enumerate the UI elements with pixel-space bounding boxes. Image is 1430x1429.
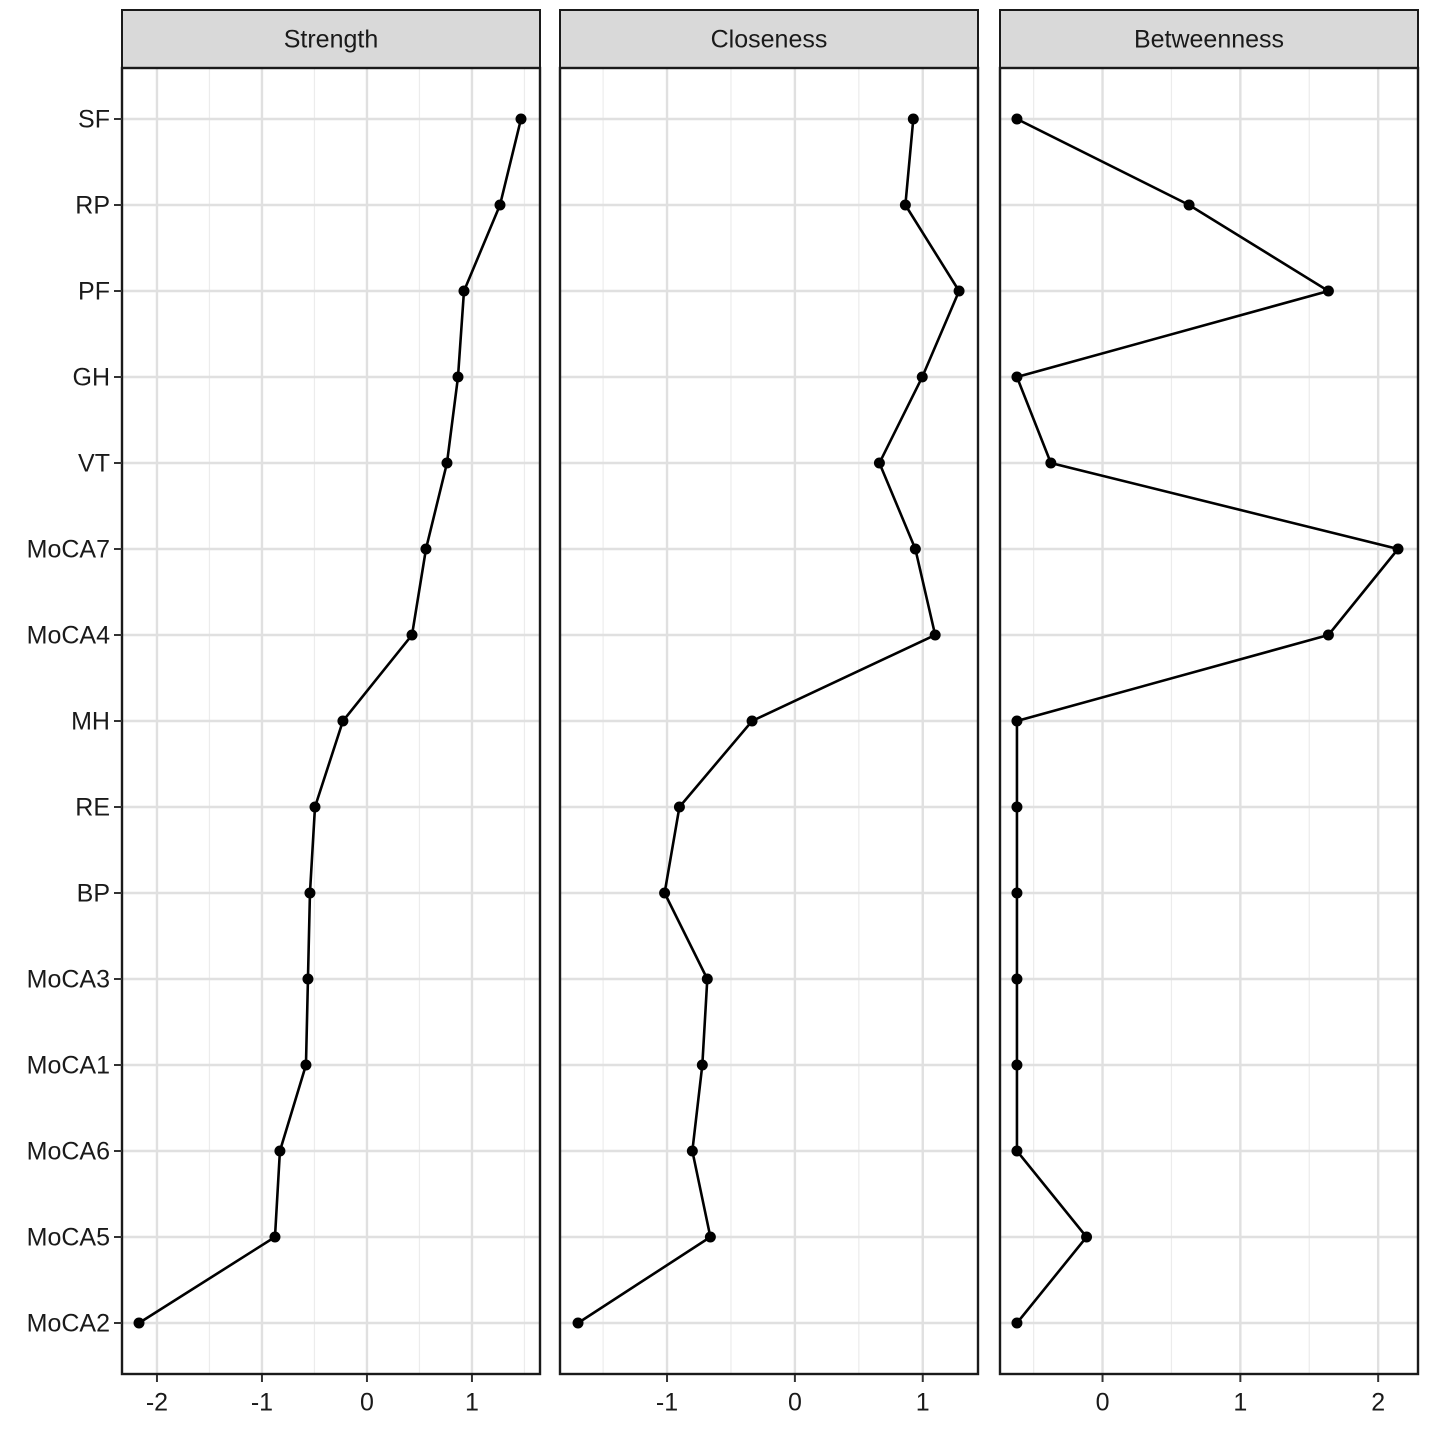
panel-title: Closeness (711, 26, 828, 54)
point (269, 1231, 281, 1243)
point (1011, 801, 1023, 813)
point (746, 715, 758, 727)
point (1392, 543, 1404, 555)
point (909, 543, 921, 555)
point (1322, 285, 1334, 297)
point (1011, 1145, 1023, 1157)
point (686, 1145, 698, 1157)
point (1011, 887, 1023, 899)
point (704, 1231, 716, 1243)
panel-title: Strength (284, 26, 379, 54)
point (441, 457, 453, 469)
panel-border (558, 66, 980, 1376)
strip (999, 9, 1419, 69)
y-tick-label: VT (78, 450, 110, 478)
y-tick-label: PF (78, 278, 110, 306)
point (572, 1317, 584, 1329)
y-tick-label: MoCA7 (27, 536, 110, 564)
point (458, 285, 470, 297)
panel-border (998, 66, 1420, 1376)
point (873, 457, 885, 469)
y-tick-label: MoCA4 (27, 622, 110, 650)
point (1322, 629, 1334, 641)
point (304, 887, 316, 899)
x-tick-label: 0 (788, 1389, 802, 1417)
point (494, 199, 506, 211)
point (300, 1059, 312, 1071)
x-tick-label: -1 (251, 1389, 273, 1417)
point (659, 887, 671, 899)
y-tick-label: MH (71, 708, 110, 736)
point (452, 371, 464, 383)
point (1183, 199, 1195, 211)
y-tick-label: RE (75, 794, 110, 822)
point (1045, 457, 1057, 469)
x-tick-label: -1 (656, 1389, 678, 1417)
point (420, 543, 432, 555)
y-tick-label: RP (75, 192, 110, 220)
point (1011, 973, 1023, 985)
x-tick-label: 1 (1233, 1389, 1247, 1417)
y-tick-label: MoCA2 (27, 1310, 110, 1338)
strip (121, 9, 541, 69)
point (1011, 371, 1023, 383)
point (1081, 1231, 1093, 1243)
point (274, 1145, 286, 1157)
y-tick-label: SF (78, 106, 110, 134)
y-tick-label: MoCA1 (27, 1052, 110, 1080)
point (673, 801, 685, 813)
point (907, 113, 919, 125)
y-tick-label: BP (77, 880, 110, 908)
point (899, 199, 911, 211)
point (337, 715, 349, 727)
point (406, 629, 418, 641)
x-tick-label: -2 (146, 1389, 168, 1417)
x-tick-label: 0 (1096, 1389, 1110, 1417)
point (1011, 1317, 1023, 1329)
panel-title: Betweenness (1134, 26, 1284, 54)
x-tick-label: 1 (916, 1389, 930, 1417)
x-tick-label: 0 (360, 1389, 374, 1417)
point (929, 629, 941, 641)
point (515, 113, 527, 125)
y-tick-label: MoCA6 (27, 1138, 110, 1166)
y-tick-label: GH (73, 364, 111, 392)
point (1011, 113, 1023, 125)
point (1011, 715, 1023, 727)
point (916, 371, 928, 383)
y-tick-label: MoCA5 (27, 1224, 110, 1252)
point (309, 801, 321, 813)
y-tick-label: MoCA3 (27, 966, 110, 994)
point (302, 973, 314, 985)
x-tick-label: 2 (1371, 1389, 1385, 1417)
point (701, 973, 713, 985)
point (133, 1317, 145, 1329)
point (953, 285, 965, 297)
x-tick-label: 1 (465, 1389, 479, 1417)
point (696, 1059, 708, 1071)
point (1011, 1059, 1023, 1071)
